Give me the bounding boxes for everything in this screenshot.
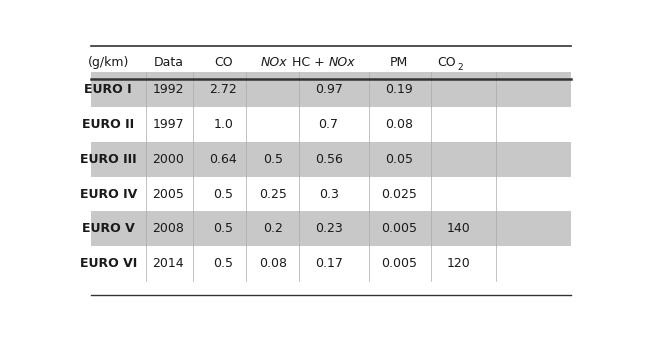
Text: 2008: 2008	[152, 222, 184, 235]
Text: 1992: 1992	[152, 83, 184, 96]
Bar	[90, 211, 571, 246]
Bar	[90, 142, 571, 177]
Text: EURO IV: EURO IV	[79, 188, 137, 201]
Bar	[90, 107, 571, 142]
Text: 0.08: 0.08	[384, 118, 413, 131]
Text: 0.005: 0.005	[380, 257, 417, 270]
Text: 2000: 2000	[152, 153, 184, 166]
Text: 0.19: 0.19	[385, 83, 413, 96]
Text: 120: 120	[447, 257, 471, 270]
Text: 0.5: 0.5	[213, 188, 233, 201]
Text: CO: CO	[214, 56, 233, 69]
Text: Data: Data	[153, 56, 183, 69]
Text: 2: 2	[457, 63, 463, 72]
Bar	[90, 177, 571, 211]
Bar	[90, 246, 571, 281]
Text: 0.025: 0.025	[380, 188, 417, 201]
Text: 2014: 2014	[152, 257, 184, 270]
Text: 0.97: 0.97	[315, 83, 342, 96]
Text: EURO VI: EURO VI	[79, 257, 137, 270]
Text: NOx: NOx	[329, 56, 355, 69]
Text: 0.05: 0.05	[384, 153, 413, 166]
Text: 0.3: 0.3	[318, 188, 339, 201]
Text: CO: CO	[437, 56, 456, 69]
Text: 0.25: 0.25	[260, 188, 287, 201]
Text: 0.17: 0.17	[315, 257, 342, 270]
Text: NOx: NOx	[260, 56, 287, 69]
Text: EURO I: EURO I	[85, 83, 132, 96]
Text: EURO III: EURO III	[80, 153, 136, 166]
Text: 1997: 1997	[152, 118, 184, 131]
Text: 1.0: 1.0	[213, 118, 233, 131]
Text: 0.5: 0.5	[264, 153, 284, 166]
Text: 0.005: 0.005	[380, 222, 417, 235]
Text: 0.08: 0.08	[260, 257, 287, 270]
Text: 140: 140	[447, 222, 471, 235]
Bar	[90, 72, 571, 107]
Text: 2005: 2005	[152, 188, 184, 201]
Text: 0.7: 0.7	[318, 118, 339, 131]
Text: 0.2: 0.2	[264, 222, 284, 235]
Text: 0.56: 0.56	[315, 153, 342, 166]
Text: EURO II: EURO II	[82, 118, 134, 131]
Text: HC +: HC +	[292, 56, 329, 69]
Text: EURO V: EURO V	[82, 222, 134, 235]
Text: 0.64: 0.64	[209, 153, 237, 166]
Text: 0.5: 0.5	[213, 222, 233, 235]
Text: (g/km): (g/km)	[88, 56, 129, 69]
Text: 2.72: 2.72	[209, 83, 237, 96]
Text: 0.5: 0.5	[213, 257, 233, 270]
Text: PM: PM	[390, 56, 408, 69]
Text: 0.23: 0.23	[315, 222, 342, 235]
